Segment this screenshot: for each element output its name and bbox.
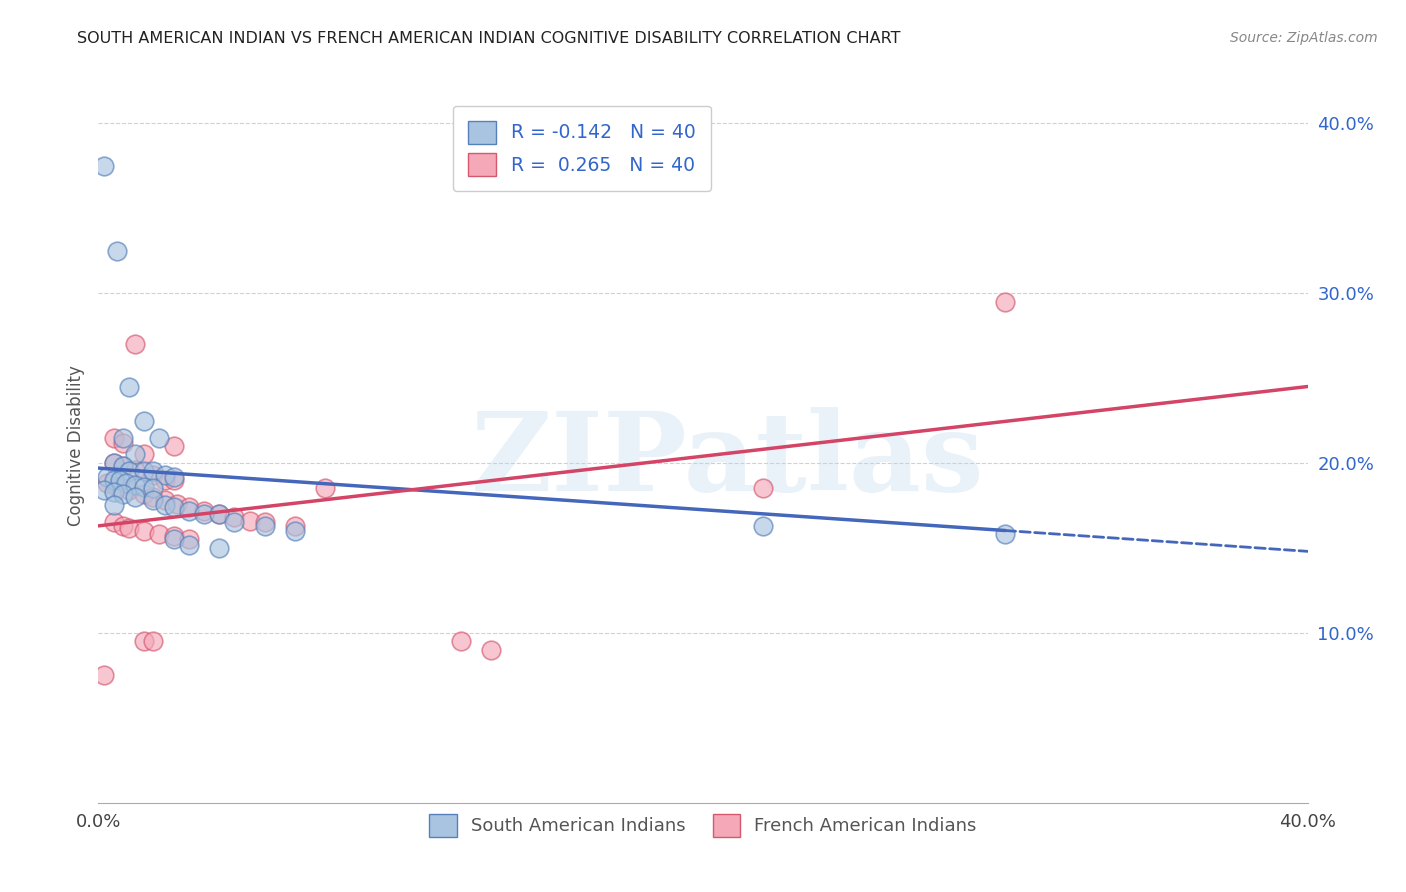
- Point: [132, 486, 155, 500]
- Point: [153, 473, 176, 487]
- Point: [132, 524, 155, 538]
- Point: [208, 507, 231, 521]
- Point: [481, 643, 503, 657]
- Point: [103, 430, 125, 444]
- Point: [105, 244, 128, 258]
- Point: [284, 519, 307, 533]
- Text: SOUTH AMERICAN INDIAN VS FRENCH AMERICAN INDIAN COGNITIVE DISABILITY CORRELATION: SOUTH AMERICAN INDIAN VS FRENCH AMERICAN…: [77, 31, 901, 46]
- Point: [118, 520, 141, 534]
- Point: [179, 537, 201, 551]
- Point: [208, 507, 231, 521]
- Point: [108, 473, 131, 487]
- Point: [105, 480, 128, 494]
- Point: [166, 497, 188, 511]
- Point: [103, 499, 125, 513]
- Point: [163, 473, 186, 487]
- Point: [111, 519, 134, 533]
- Point: [124, 463, 146, 477]
- Point: [224, 516, 246, 530]
- Point: [111, 486, 134, 500]
- Point: [132, 634, 155, 648]
- Point: [103, 456, 125, 470]
- Point: [153, 499, 176, 513]
- Point: [142, 465, 165, 479]
- Point: [163, 439, 186, 453]
- Point: [224, 510, 246, 524]
- Point: [450, 634, 472, 648]
- Y-axis label: Cognitive Disability: Cognitive Disability: [66, 366, 84, 526]
- Point: [118, 465, 141, 479]
- Point: [253, 519, 276, 533]
- Point: [132, 465, 155, 479]
- Point: [132, 448, 155, 462]
- Point: [208, 541, 231, 555]
- Point: [994, 527, 1017, 541]
- Point: [153, 467, 176, 482]
- Point: [118, 483, 141, 498]
- Point: [142, 467, 165, 482]
- Point: [163, 533, 186, 547]
- Point: [153, 493, 176, 508]
- Point: [994, 294, 1017, 309]
- Point: [103, 456, 125, 470]
- Point: [118, 379, 141, 393]
- Point: [148, 527, 170, 541]
- Point: [93, 668, 115, 682]
- Point: [103, 516, 125, 530]
- Point: [752, 482, 775, 496]
- Point: [142, 490, 165, 504]
- Point: [142, 482, 165, 496]
- Point: [132, 413, 155, 427]
- Point: [124, 337, 146, 351]
- Point: [163, 469, 186, 483]
- Point: [124, 448, 146, 462]
- Point: [142, 493, 165, 508]
- Point: [179, 533, 201, 547]
- Point: [93, 483, 115, 498]
- Point: [111, 459, 134, 474]
- Point: [163, 529, 186, 543]
- Point: [179, 500, 201, 515]
- Text: Source: ZipAtlas.com: Source: ZipAtlas.com: [1230, 31, 1378, 45]
- Point: [163, 500, 186, 515]
- Point: [148, 430, 170, 444]
- Point: [179, 503, 201, 517]
- Point: [239, 514, 262, 528]
- Point: [132, 480, 155, 494]
- Point: [111, 435, 134, 450]
- Point: [193, 503, 215, 517]
- Point: [93, 159, 115, 173]
- Point: [314, 482, 336, 496]
- Point: [193, 507, 215, 521]
- Point: [253, 516, 276, 530]
- Point: [124, 478, 146, 492]
- Point: [114, 476, 136, 491]
- Point: [103, 473, 125, 487]
- Point: [96, 476, 118, 491]
- Point: [142, 634, 165, 648]
- Point: [284, 524, 307, 538]
- Point: [752, 519, 775, 533]
- Point: [111, 459, 134, 474]
- Text: ZIPatlas: ZIPatlas: [471, 407, 984, 514]
- Point: [124, 490, 146, 504]
- Point: [103, 484, 125, 499]
- Point: [111, 430, 134, 444]
- Point: [96, 469, 118, 483]
- Legend: South American Indians, French American Indians: South American Indians, French American …: [422, 807, 984, 844]
